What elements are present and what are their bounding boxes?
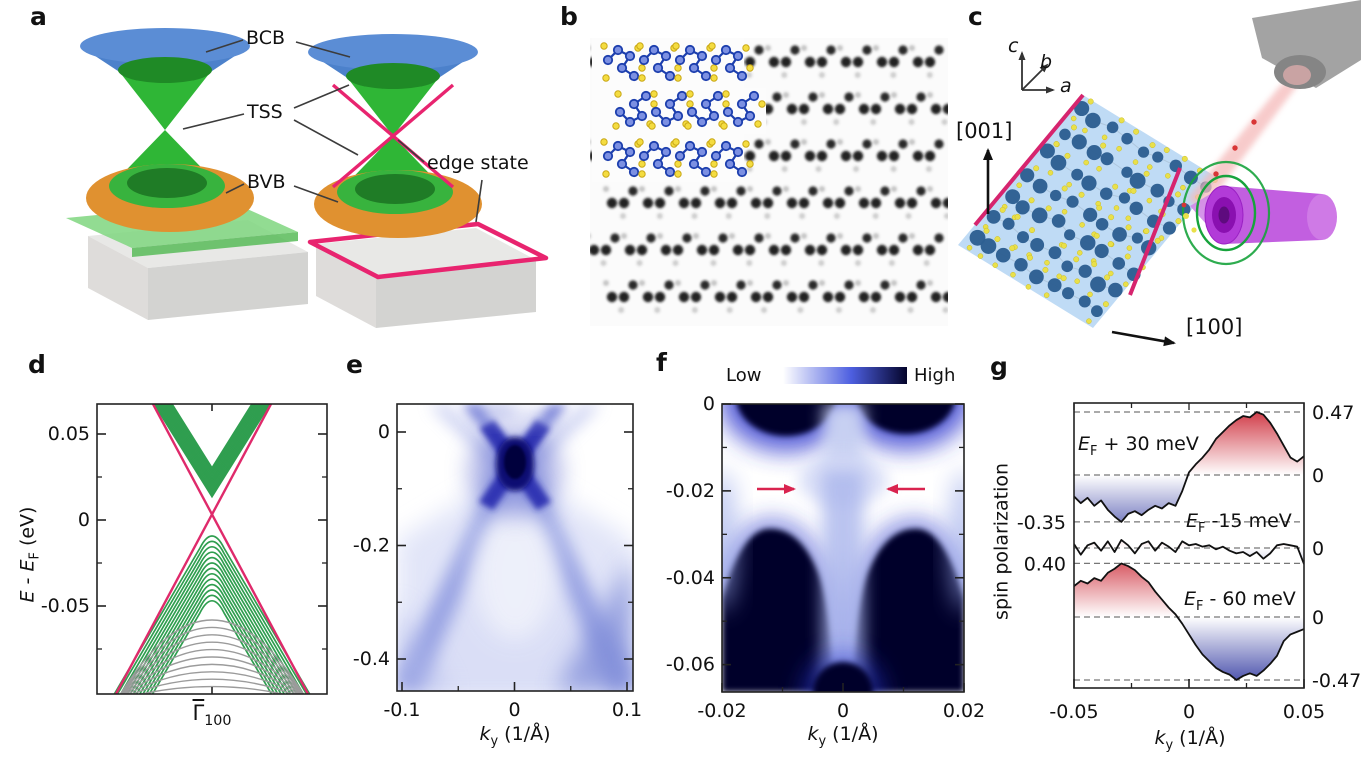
svg-text:0: 0 bbox=[1183, 701, 1195, 723]
svg-text:0.1: 0.1 bbox=[612, 699, 642, 721]
c-axis-label: c bbox=[1008, 35, 1019, 57]
g-curve3-label: EF - 60 meV bbox=[1184, 588, 1296, 614]
panel-f-letter: f bbox=[656, 348, 667, 377]
svg-text:0: 0 bbox=[1312, 465, 1324, 487]
svg-text:-0.2: -0.2 bbox=[353, 535, 390, 557]
colorbar-low-label: Low bbox=[726, 365, 762, 386]
panel-a-letter: a bbox=[30, 2, 47, 31]
panel-e-xlabel: ky (1/Å) bbox=[479, 723, 551, 749]
g-curve1-label: EF + 30 meV bbox=[1078, 433, 1199, 459]
svg-text:-0.05: -0.05 bbox=[1049, 701, 1098, 723]
direction-100-label: [100] bbox=[1186, 315, 1243, 339]
svg-text:0: 0 bbox=[703, 393, 715, 415]
panel-a-art bbox=[66, 28, 549, 328]
svg-text:0.05: 0.05 bbox=[48, 423, 90, 445]
svg-text:0: 0 bbox=[378, 421, 390, 443]
svg-text:-0.02: -0.02 bbox=[666, 480, 715, 502]
panel-f-xlabel: ky (1/Å) bbox=[807, 723, 879, 749]
direction-001-label: [001] bbox=[956, 119, 1013, 143]
svg-text:0.05: 0.05 bbox=[1283, 701, 1325, 723]
svg-text:-0.1: -0.1 bbox=[383, 699, 420, 721]
svg-text:-0.4: -0.4 bbox=[353, 648, 390, 670]
panel-e-plot bbox=[397, 404, 633, 691]
svg-text:-0.02: -0.02 bbox=[697, 700, 746, 722]
edge-state-label: edge state bbox=[427, 152, 529, 174]
panel-g-plot bbox=[1074, 403, 1304, 688]
panel-d-plot bbox=[113, 404, 311, 694]
panel-e-letter: e bbox=[346, 350, 363, 379]
svg-text:-0.47: -0.47 bbox=[1312, 670, 1361, 692]
a-axis-label: a bbox=[1060, 75, 1072, 97]
tss-label: TSS bbox=[247, 101, 283, 123]
svg-text:-0.05: -0.05 bbox=[41, 595, 90, 617]
panel-c-art bbox=[958, 0, 1361, 347]
panel-c-letter: c bbox=[968, 2, 983, 31]
panel-b-art bbox=[590, 38, 948, 326]
b-axis-label: b bbox=[1040, 51, 1053, 73]
panel-d-letter: d bbox=[28, 350, 46, 379]
svg-text:0.02: 0.02 bbox=[943, 700, 985, 722]
svg-text:0: 0 bbox=[508, 699, 520, 721]
panel-f-plot bbox=[722, 404, 964, 692]
svg-text:0.40: 0.40 bbox=[1024, 553, 1066, 575]
panel-g-ylabel: spin polarization bbox=[990, 462, 1013, 620]
panel-g-letter: g bbox=[990, 352, 1008, 381]
panel-d-xtick-gamma: Γ100 bbox=[192, 701, 232, 730]
svg-text:-0.06: -0.06 bbox=[666, 654, 715, 676]
g-curve2-label: EF -15 meV bbox=[1186, 510, 1292, 536]
panel-b-letter: b bbox=[560, 2, 578, 31]
svg-text:0: 0 bbox=[837, 700, 849, 722]
panel-g-xlabel: ky (1/Å) bbox=[1154, 727, 1226, 753]
colorbar-high-label: High bbox=[914, 365, 956, 386]
bvb-label: BVB bbox=[247, 171, 286, 193]
panel-d-ylabel: E - EF (eV) bbox=[16, 506, 43, 603]
svg-text:0.47: 0.47 bbox=[1312, 402, 1354, 424]
svg-text:0: 0 bbox=[1312, 538, 1324, 560]
bcb-label: BCB bbox=[246, 27, 286, 49]
svg-text:0: 0 bbox=[78, 509, 90, 531]
svg-text:0: 0 bbox=[1312, 607, 1324, 629]
svg-text:-0.04: -0.04 bbox=[666, 567, 715, 589]
svg-text:-0.35: -0.35 bbox=[1017, 512, 1066, 534]
